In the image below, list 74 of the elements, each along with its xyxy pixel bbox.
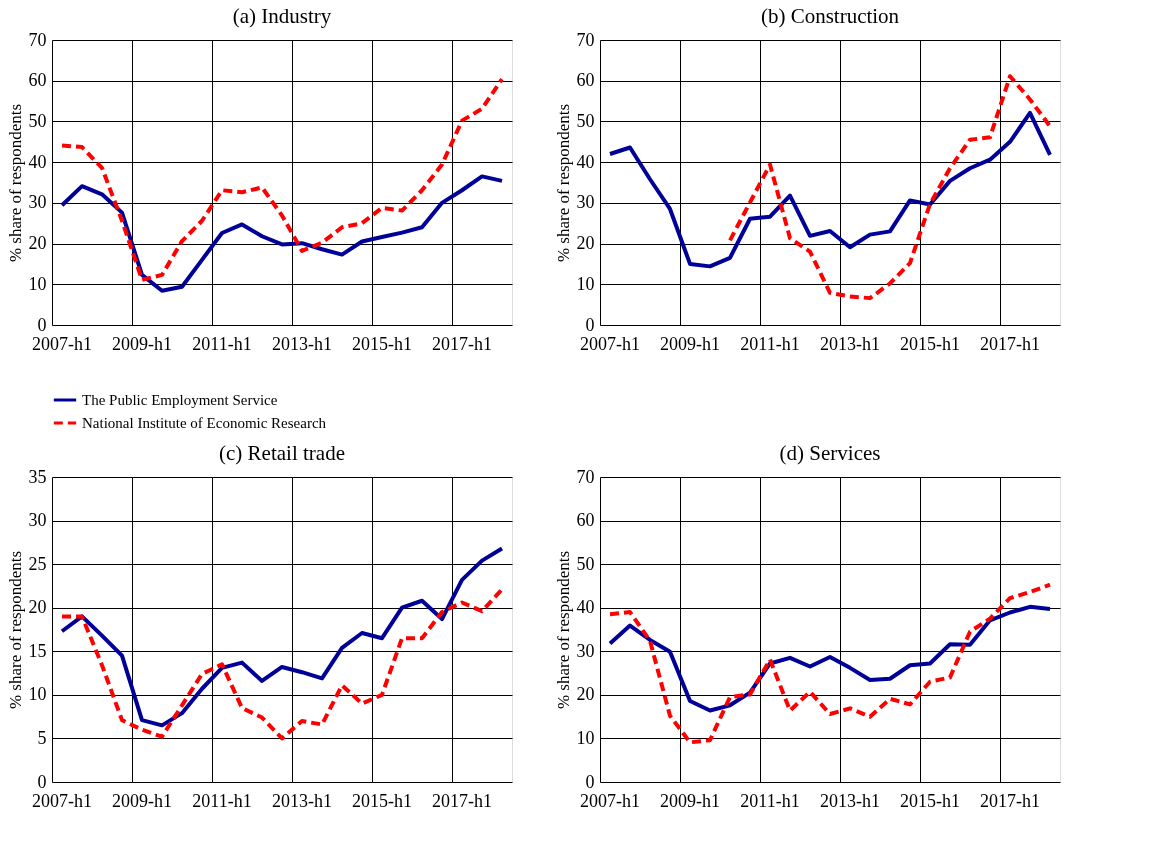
y-tick-label: 0	[37, 771, 47, 792]
y-tick-label: 0	[37, 314, 47, 335]
y-tick-label: 40	[576, 151, 595, 172]
legend-label: The Public Employment Service	[82, 392, 278, 408]
x-tick-label: 2009-h1	[112, 790, 172, 811]
legend-label: National Institute of Economic Research	[82, 415, 327, 431]
x-tick-label: 2009-h1	[660, 333, 720, 354]
x-tick-label: 2009-h1	[660, 790, 720, 811]
y-tick-label: 60	[28, 70, 47, 91]
line-series	[728, 74, 1052, 301]
x-tick-label: 2011-h1	[192, 790, 252, 811]
x-tick-label: 2013-h1	[272, 790, 332, 811]
y-tick-label: 5	[37, 727, 47, 748]
x-tick-label: 2011-h1	[740, 790, 800, 811]
y-axis-title: % share of respondents	[5, 550, 25, 710]
x-tick-label: 2015-h1	[900, 333, 960, 354]
x-tick-label: 2007-h1	[580, 790, 640, 811]
x-tick-label: 2017-h1	[432, 333, 492, 354]
y-tick-label: 30	[28, 510, 47, 531]
y-tick-label: 20	[576, 233, 595, 254]
x-tick-label: 2007-h1	[580, 333, 640, 354]
y-axis-title: % share of respondents	[553, 103, 573, 263]
line-series	[608, 582, 1052, 745]
y-tick-label: 10	[28, 273, 47, 294]
y-tick-label: 70	[576, 29, 595, 50]
y-tick-label: 40	[28, 151, 47, 172]
y-tick-label: 35	[28, 466, 47, 487]
x-tick-label: 2007-h1	[32, 790, 92, 811]
line-series	[608, 110, 1052, 269]
y-tick-label: 10	[576, 273, 595, 294]
x-tick-label: 2015-h1	[900, 790, 960, 811]
line-series	[608, 604, 1052, 713]
y-tick-label: 70	[576, 466, 595, 487]
x-tick-label: 2013-h1	[820, 333, 880, 354]
chart-title: (c) Retail trade	[219, 441, 345, 465]
y-tick-label: 30	[576, 640, 595, 661]
line-series	[60, 174, 504, 293]
x-tick-label: 2013-h1	[272, 333, 332, 354]
line-series	[60, 77, 504, 282]
y-tick-label: 10	[28, 684, 47, 705]
y-tick-label: 20	[576, 684, 595, 705]
y-tick-label: 10	[576, 727, 595, 748]
y-tick-label: 30	[576, 192, 595, 213]
y-tick-label: 50	[576, 553, 595, 574]
y-tick-label: 50	[576, 110, 595, 131]
y-tick-label: 20	[28, 233, 47, 254]
y-tick-label: 30	[28, 192, 47, 213]
x-tick-label: 2017-h1	[980, 790, 1040, 811]
chart-title: (d) Services	[779, 441, 881, 465]
y-tick-label: 0	[585, 771, 595, 792]
y-tick-label: 0	[585, 314, 595, 335]
x-tick-label: 2009-h1	[112, 333, 172, 354]
x-tick-label: 2017-h1	[432, 790, 492, 811]
y-axis-title: % share of respondents	[5, 103, 25, 263]
line-series	[60, 587, 504, 741]
x-tick-label: 2017-h1	[980, 333, 1040, 354]
y-tick-label: 60	[576, 70, 595, 91]
y-tick-label: 40	[576, 597, 595, 618]
y-axis-title: % share of respondents	[553, 550, 573, 710]
x-tick-label: 2007-h1	[32, 333, 92, 354]
line-series	[60, 546, 504, 728]
y-tick-label: 70	[28, 29, 47, 50]
x-tick-label: 2015-h1	[352, 333, 412, 354]
y-tick-label: 25	[28, 553, 47, 574]
x-tick-label: 2011-h1	[740, 333, 800, 354]
x-tick-label: 2013-h1	[820, 790, 880, 811]
y-tick-label: 60	[576, 510, 595, 531]
chart-title: (a) Industry	[232, 4, 332, 28]
chart-title: (b) Construction	[760, 4, 900, 28]
y-tick-label: 50	[28, 110, 47, 131]
x-tick-label: 2011-h1	[192, 333, 252, 354]
x-tick-label: 2015-h1	[352, 790, 412, 811]
y-tick-label: 15	[28, 640, 47, 661]
y-tick-label: 20	[28, 597, 47, 618]
